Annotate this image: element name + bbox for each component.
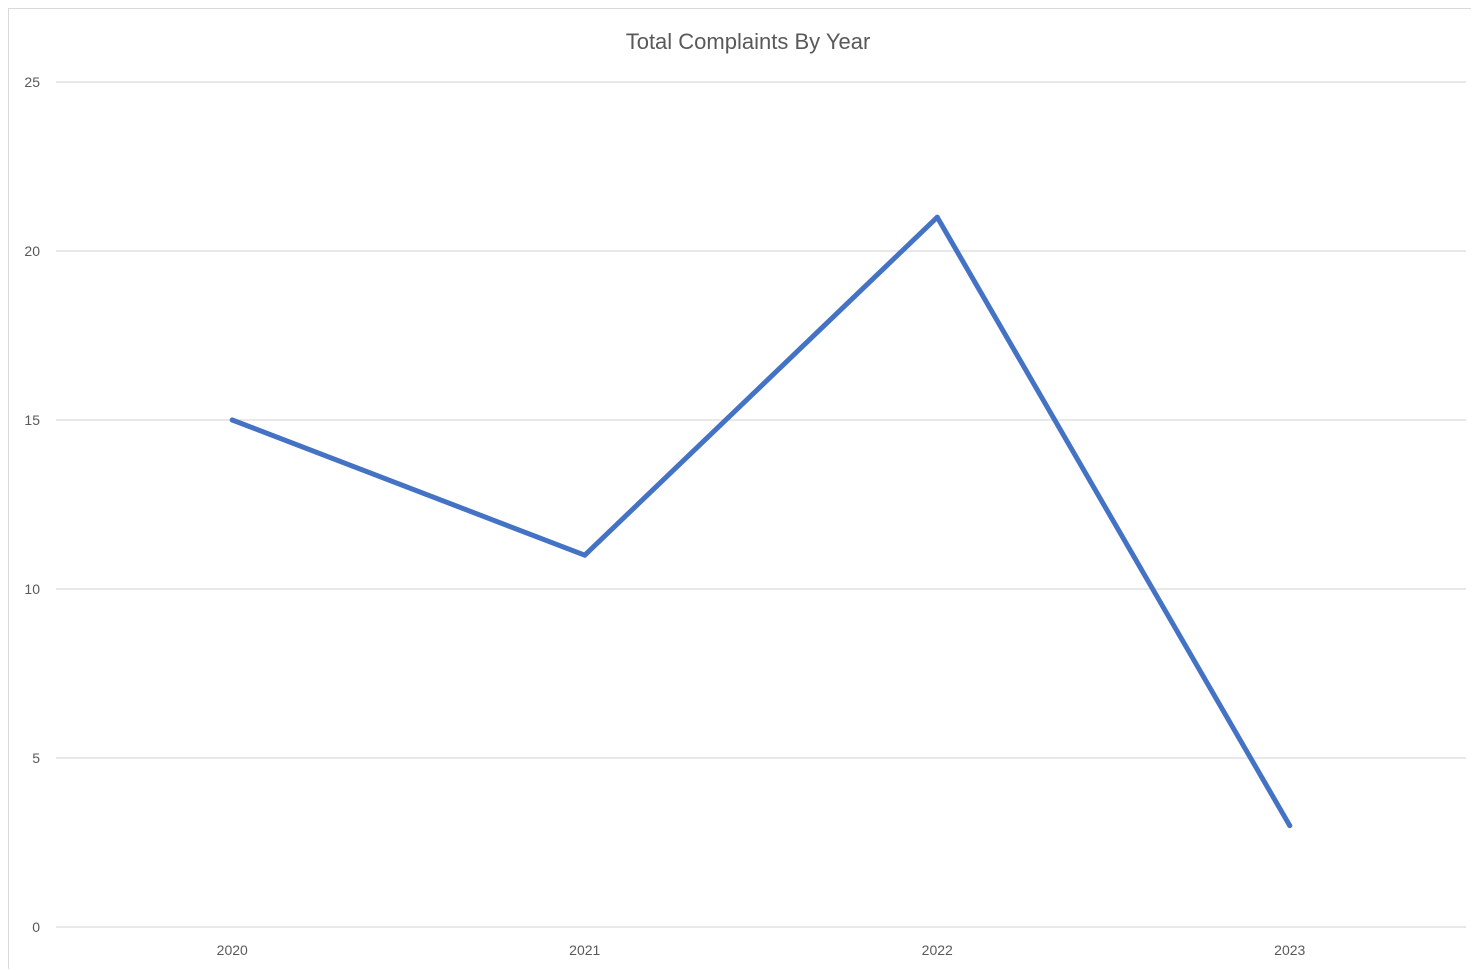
series-group: [229, 214, 1293, 829]
y-tick-label: 20: [24, 243, 40, 259]
data-point-2022: [934, 214, 940, 220]
chart-title: Total Complaints By Year: [626, 29, 871, 54]
y-tick-label: 15: [24, 412, 40, 428]
y-tick-label: 10: [24, 581, 40, 597]
y-tick-label: 0: [32, 919, 40, 935]
chart-frame: [8, 8, 1471, 969]
data-point-2020: [229, 417, 235, 423]
x-tick-label: 2020: [217, 942, 248, 958]
x-tick-label: 2023: [1274, 942, 1305, 958]
series-line: [229, 214, 1293, 829]
x-axis-tick-labels: 2020 2021 2022 2023: [217, 942, 1306, 958]
y-axis-tick-labels: 0 5 10 15 20 25: [24, 74, 40, 935]
data-point-2021: [582, 552, 588, 558]
data-point-2023: [1287, 823, 1293, 829]
y-tick-label: 5: [32, 750, 40, 766]
x-tick-label: 2022: [922, 942, 953, 958]
gridlines: [56, 81, 1466, 928]
x-tick-label: 2021: [569, 942, 600, 958]
y-tick-label: 25: [24, 74, 40, 90]
